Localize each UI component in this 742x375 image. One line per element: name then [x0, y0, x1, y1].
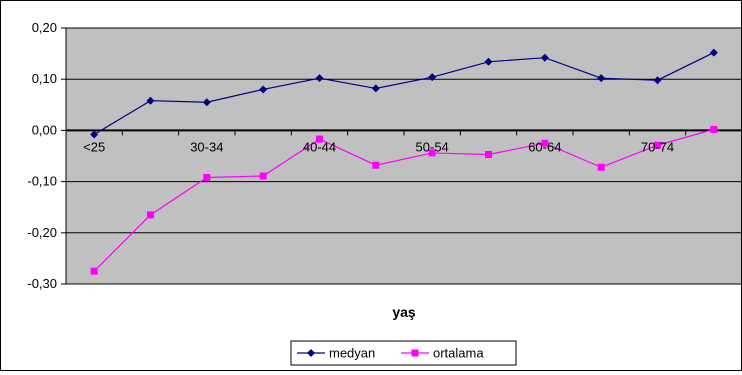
data-point-medyan [484, 57, 493, 66]
data-point-ortalama [485, 150, 492, 158]
y-tick-label: -0,20 [27, 225, 57, 240]
legend: medyan ortalama [290, 340, 517, 366]
data-point-medyan [540, 53, 549, 62]
legend-label-ortalama: ortalama [433, 346, 484, 361]
data-point-ortalama [147, 211, 154, 219]
data-point-medyan [371, 84, 380, 93]
x-tick-label: 30-34 [190, 139, 223, 154]
data-point-ortalama [316, 135, 323, 143]
series-line-medyan [93, 52, 715, 136]
x-tick-label: 70-74 [641, 139, 674, 154]
legend-marker-medyan [307, 349, 315, 357]
data-point-ortalama [541, 139, 549, 147]
legend-marker-ortalama [411, 349, 419, 357]
y-tick-label: -0,10 [27, 174, 57, 189]
y-tick-label: 0,00 [32, 122, 57, 137]
data-point-medyan [202, 98, 211, 107]
plot-background [65, 27, 742, 285]
x-tick-label: 50-54 [416, 139, 449, 154]
legend-label-medyan: medyan [329, 346, 375, 361]
data-point-ortalama [710, 125, 718, 133]
data-point-ortalama [597, 163, 605, 171]
label-group: 0,20 0,10 0,00 -0,10 -0,20 -0,30 <25 30-34 40-44… [27, 20, 674, 291]
data-point-medyan [90, 130, 99, 139]
x-axis-title: yaş [392, 304, 416, 320]
data-point-medyan [597, 74, 606, 83]
y-tick-label: 0,20 [32, 20, 57, 35]
data-point-ortalama [203, 174, 211, 182]
data-point-medyan [653, 76, 662, 85]
data-point-medyan [259, 85, 268, 94]
y-tick-label: 0,10 [32, 71, 57, 86]
plot-area-group [61, 27, 742, 285]
data-point-medyan [709, 48, 718, 57]
data-point-medyan [315, 74, 324, 83]
x-tick-label: <25 [83, 139, 105, 154]
y-tick-label: -0,30 [27, 276, 57, 291]
x-tick-label: 60-64 [528, 139, 561, 154]
data-point-ortalama [428, 149, 436, 157]
data-point-medyan [146, 96, 155, 105]
data-point-ortalama [90, 267, 98, 275]
series-group [90, 48, 718, 275]
series-line-ortalama [93, 128, 714, 272]
data-point-medyan [428, 73, 437, 82]
data-point-ortalama [654, 141, 661, 149]
data-point-ortalama [372, 161, 380, 169]
data-point-ortalama [259, 172, 267, 180]
x-tick-label: 40-44 [303, 139, 336, 154]
